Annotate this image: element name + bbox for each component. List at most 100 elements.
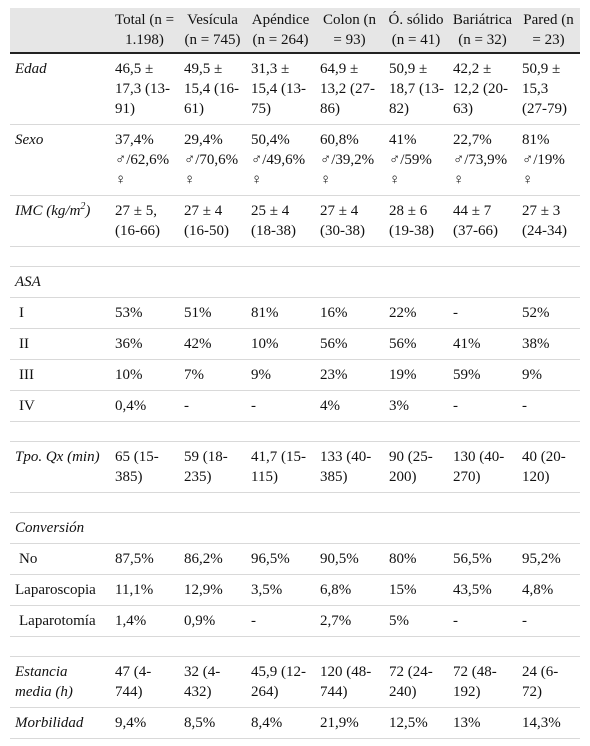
table-cell: 27 ± 5, (16-66) [110,195,179,247]
table-cell: 50,4% ♂/49,6% ♀ [246,124,315,196]
table-cell: 120 (48-744) [315,656,384,708]
table-row-conversion-no: No 87,5% 86,2% 96,5% 90,5% 80% 56,5% 95,… [10,543,580,575]
table-cell: 38% [517,328,580,360]
table-cell: 87,5% [110,543,179,575]
row-label: Tpo. Qx (min) [10,441,110,493]
table-cell: 130 (40-270) [448,441,517,493]
section-row-conversion: Conversión [10,512,580,544]
row-label: IV [10,390,110,422]
header-row: Total (n = 1.198) Vesícula (n = 745) Apé… [10,8,580,54]
table-cell: 16% [315,297,384,329]
table-cell: 3% [384,390,448,422]
table-cell: 50,9 ± 18,7 (13-82) [384,53,448,125]
spacer-cell [10,246,580,267]
row-label: IMC (kg/m2) [10,195,110,247]
table-row-asa-i: I 53% 51% 81% 16% 22% - 52% [10,297,580,329]
table-cell: 56% [384,328,448,360]
row-label: No [10,543,110,575]
row-label: Laparotomía [10,605,110,637]
spacer-cell [10,636,580,657]
table-cell: - [448,390,517,422]
table-cell: 42% [179,328,246,360]
table-cell: 41% [448,328,517,360]
table-cell: 56,5% [448,543,517,575]
table-cell: 15% [384,574,448,606]
table-cell: 2,7% [315,605,384,637]
table-cell: - [448,297,517,329]
table-cell: 7% [179,359,246,391]
table-cell: 65 (15-385) [110,441,179,493]
table-row-estancia: Estancia media (h) 47 (4-744) 32 (4-432)… [10,656,580,708]
spacer-row [10,636,580,657]
table-cell: 86,2% [179,543,246,575]
table-cell: 72 (48-192) [448,656,517,708]
table-cell: 41% ♂/59% ♀ [384,124,448,196]
table-cell: 22,7% ♂/73,9% ♀ [448,124,517,196]
table-row-asa-iii: III 10% 7% 9% 23% 19% 59% 9% [10,359,580,391]
table-cell: 59 (18-235) [179,441,246,493]
row-label-text: IMC (kg/m [15,203,81,219]
table-cell: - [517,390,580,422]
section-fill [110,266,580,298]
table-cell: 90,5% [315,543,384,575]
table-cell: - [179,390,246,422]
table-cell: - [517,605,580,637]
table-cell: 12,5% [384,707,448,739]
table-row-conversion-laparoscopia: Laparoscopia 11,1% 12,9% 3,5% 6,8% 15% 4… [10,574,580,606]
table-cell: 10% [246,328,315,360]
table-cell: 9% [246,359,315,391]
spacer-cell [10,421,580,442]
table-cell: 56% [315,328,384,360]
table-cell: 3,5% [246,574,315,606]
row-label: Estancia media (h) [10,656,110,708]
table-cell: - [246,390,315,422]
table-cell: 31,3 ± 15,4 (13-75) [246,53,315,125]
table-row-edad: Edad 46,5 ± 17,3 (13-91) 49,5 ± 15,4 (16… [10,53,580,125]
table-cell: 133 (40-385) [315,441,384,493]
section-row-asa: ASA [10,266,580,298]
table-cell: 4% [315,390,384,422]
table-cell: 24 (6-72) [517,656,580,708]
table-cell: 28 ± 6 (19-38) [384,195,448,247]
table-cell: 27 ± 4 (30-38) [315,195,384,247]
table-cell: 0,4% [110,390,179,422]
header-pared: Pared (n = 23) [517,8,580,54]
table-cell: 22% [384,297,448,329]
row-label-superscript: 2 [80,201,86,212]
row-label: III [10,359,110,391]
table-cell: 40 (20-120) [517,441,580,493]
table-cell: 53% [110,297,179,329]
table-cell: 25 ± 4 (18-38) [246,195,315,247]
table-cell: 80% [384,543,448,575]
header-apendice: Apéndice (n = 264) [246,8,315,54]
table-cell: 47 (4-744) [110,656,179,708]
spacer-cell [10,492,580,513]
data-table: Total (n = 1.198) Vesícula (n = 745) Apé… [10,8,580,739]
spacer-row [10,492,580,513]
header-blank [10,8,110,54]
table-cell: 0,9% [179,605,246,637]
table-row-tpo: Tpo. Qx (min) 65 (15-385) 59 (18-235) 41… [10,441,580,493]
table-body: Edad 46,5 ± 17,3 (13-91) 49,5 ± 15,4 (16… [10,53,580,739]
row-label: II [10,328,110,360]
table-cell: 27 ± 3 (24-34) [517,195,580,247]
table-row-sexo: Sexo 37,4% ♂/62,6% ♀ 29,4% ♂/70,6% ♀ 50,… [10,124,580,196]
table-cell: 32 (4-432) [179,656,246,708]
header-organo-solido: Ó. sólido (n = 41) [384,8,448,54]
table-cell: 36% [110,328,179,360]
table-cell: 60,8% ♂/39,2% ♀ [315,124,384,196]
table-cell: 9,4% [110,707,179,739]
table-cell: 95,2% [517,543,580,575]
table-cell: 64,9 ± 13,2 (27-86) [315,53,384,125]
table-cell: 52% [517,297,580,329]
row-label: Sexo [10,124,110,196]
section-fill [110,512,580,544]
table-cell: 45,9 (12-264) [246,656,315,708]
table-row-imc: IMC (kg/m2) 27 ± 5, (16-66) 27 ± 4 (16-5… [10,195,580,247]
table-cell: 8,5% [179,707,246,739]
table-cell: 51% [179,297,246,329]
table-row-asa-ii: II 36% 42% 10% 56% 56% 41% 38% [10,328,580,360]
table-cell: 29,4% ♂/70,6% ♀ [179,124,246,196]
header-colon: Colon (n = 93) [315,8,384,54]
row-label: I [10,297,110,329]
